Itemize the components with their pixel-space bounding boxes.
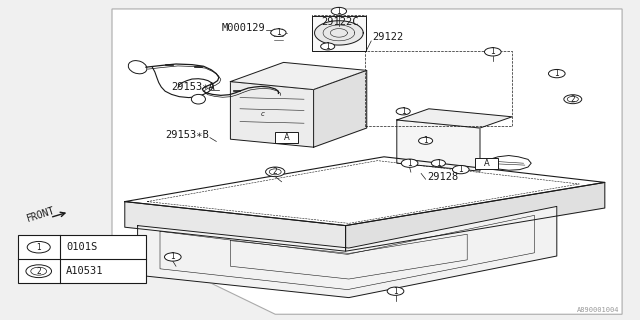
- Circle shape: [431, 160, 445, 167]
- Text: 1: 1: [554, 69, 559, 78]
- Text: A890001004: A890001004: [577, 307, 620, 313]
- Circle shape: [164, 253, 181, 261]
- Text: 29153∗B: 29153∗B: [165, 130, 209, 140]
- Text: 29128: 29128: [428, 172, 459, 182]
- Text: 1: 1: [458, 165, 463, 174]
- Text: A: A: [284, 133, 289, 142]
- Circle shape: [484, 48, 501, 56]
- Text: 1: 1: [337, 7, 341, 16]
- Circle shape: [548, 69, 565, 78]
- Polygon shape: [230, 82, 314, 147]
- Polygon shape: [346, 182, 605, 251]
- Polygon shape: [138, 206, 557, 298]
- Circle shape: [26, 265, 51, 278]
- Text: A: A: [484, 159, 489, 168]
- Circle shape: [401, 159, 418, 167]
- Text: 1: 1: [393, 287, 398, 296]
- Text: 1: 1: [325, 42, 330, 51]
- Circle shape: [452, 165, 469, 174]
- Polygon shape: [314, 70, 367, 147]
- Text: 1: 1: [423, 136, 428, 145]
- Circle shape: [396, 108, 410, 115]
- Ellipse shape: [191, 94, 205, 104]
- Polygon shape: [112, 9, 622, 314]
- Bar: [312, 16, 366, 51]
- Text: 1: 1: [276, 28, 281, 37]
- Text: A10531: A10531: [66, 266, 104, 276]
- Text: 1: 1: [170, 252, 175, 261]
- Polygon shape: [315, 21, 364, 45]
- Circle shape: [31, 267, 47, 275]
- Text: c: c: [260, 111, 264, 116]
- Circle shape: [321, 43, 335, 50]
- Text: 2: 2: [36, 267, 41, 276]
- Text: 1: 1: [436, 159, 441, 168]
- Circle shape: [387, 287, 404, 295]
- Text: 2: 2: [570, 95, 575, 104]
- Polygon shape: [125, 202, 346, 251]
- Circle shape: [332, 7, 347, 15]
- Polygon shape: [230, 62, 367, 90]
- Text: 1: 1: [36, 243, 41, 252]
- Text: 29122: 29122: [372, 32, 404, 42]
- FancyBboxPatch shape: [475, 158, 498, 169]
- Text: 0101S: 0101S: [66, 242, 97, 252]
- Text: 1: 1: [407, 159, 412, 168]
- Text: M000129: M000129: [222, 23, 266, 33]
- Bar: [18, 235, 146, 283]
- Text: 1: 1: [490, 47, 495, 56]
- Polygon shape: [397, 109, 512, 128]
- FancyBboxPatch shape: [275, 132, 298, 143]
- Circle shape: [27, 241, 50, 253]
- Circle shape: [266, 167, 285, 177]
- Circle shape: [269, 169, 281, 175]
- Text: 2: 2: [273, 167, 278, 176]
- Ellipse shape: [128, 60, 147, 74]
- Text: 1: 1: [401, 107, 406, 116]
- Text: FRONT: FRONT: [26, 205, 56, 224]
- Polygon shape: [397, 120, 480, 171]
- Circle shape: [567, 96, 579, 102]
- Text: 29122C: 29122C: [321, 17, 359, 27]
- Circle shape: [419, 137, 433, 144]
- Circle shape: [564, 95, 582, 104]
- Text: 29153∗A: 29153∗A: [172, 82, 215, 92]
- Circle shape: [271, 29, 286, 36]
